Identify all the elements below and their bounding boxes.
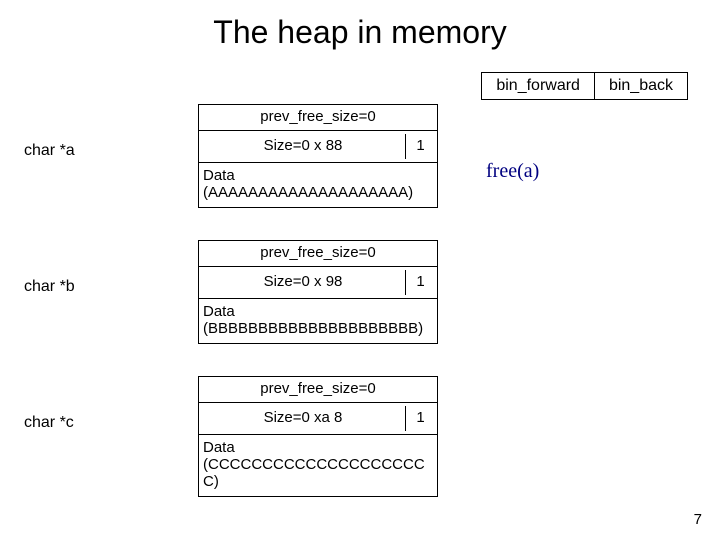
- block-b-size-row: Size=0 x 98 1: [199, 267, 437, 299]
- block-b-flag: 1: [405, 270, 435, 295]
- block-a-data-body: (AAAAAAAAAAAAAAAAAAAA): [203, 184, 433, 201]
- block-b-data-hdr: Data: [203, 303, 433, 320]
- block-b-prev: prev_free_size=0: [199, 241, 437, 267]
- bins-container: bin_forward bin_back: [481, 72, 688, 100]
- block-a-size-row: Size=0 x 88 1: [199, 131, 437, 163]
- block-c-size-row: Size=0 xa 8 1: [199, 403, 437, 435]
- heap-block-b: prev_free_size=0 Size=0 x 98 1 Data (BBB…: [198, 240, 438, 344]
- block-a-size: Size=0 x 88: [201, 134, 405, 159]
- page-title: The heap in memory: [0, 0, 720, 59]
- free-call-annotation: free(a): [486, 160, 539, 183]
- block-a-data: Data (AAAAAAAAAAAAAAAAAAAA): [199, 163, 437, 207]
- block-c-size: Size=0 xa 8: [201, 406, 405, 431]
- pointer-a-label: char *a: [24, 142, 75, 160]
- block-b-data: Data (BBBBBBBBBBBBBBBBBBBBB): [199, 299, 437, 343]
- block-a-prev: prev_free_size=0: [199, 105, 437, 131]
- block-c-data-hdr: Data: [203, 439, 433, 456]
- block-c-prev: prev_free_size=0: [199, 377, 437, 403]
- block-c-flag: 1: [405, 406, 435, 431]
- block-a-data-hdr: Data: [203, 167, 433, 184]
- block-b-size: Size=0 x 98: [201, 270, 405, 295]
- block-a-flag: 1: [405, 134, 435, 159]
- bin-back: bin_back: [595, 72, 688, 100]
- page-number: 7: [694, 511, 702, 528]
- pointer-c-label: char *c: [24, 414, 74, 432]
- pointer-b-label: char *b: [24, 278, 75, 296]
- heap-block-c: prev_free_size=0 Size=0 xa 8 1 Data (CCC…: [198, 376, 438, 497]
- heap-block-a: prev_free_size=0 Size=0 x 88 1 Data (AAA…: [198, 104, 438, 208]
- block-b-data-body: (BBBBBBBBBBBBBBBBBBBBB): [203, 320, 433, 337]
- block-c-data: Data (CCCCCCCCCCCCCCCCCCCCC): [199, 435, 437, 496]
- bin-forward: bin_forward: [481, 72, 595, 100]
- block-c-data-body: (CCCCCCCCCCCCCCCCCCCCC): [203, 456, 433, 490]
